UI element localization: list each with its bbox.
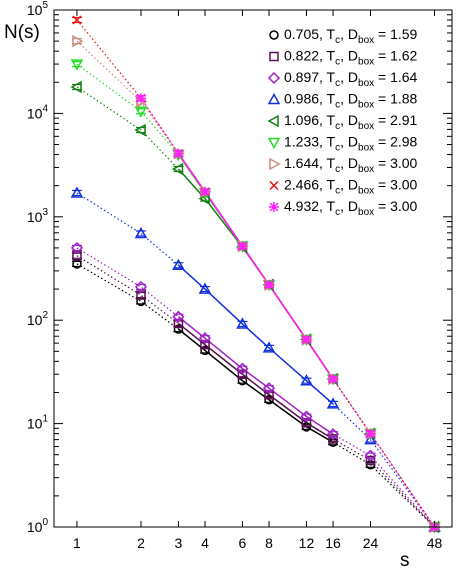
plot-frame bbox=[53, 9, 453, 528]
data-point bbox=[264, 279, 275, 290]
x-tick-label: 48 bbox=[427, 535, 443, 551]
legend-entry: 0.705, Tc, Dbox = 1.59 bbox=[284, 26, 418, 46]
legend-marker bbox=[269, 202, 279, 212]
data-point bbox=[301, 334, 312, 345]
x-tick-label: 16 bbox=[325, 535, 341, 551]
legend-marker bbox=[269, 30, 279, 40]
series-line-dotted bbox=[76, 86, 436, 528]
data-point bbox=[262, 382, 276, 395]
y-tick-label: 105 bbox=[27, 0, 49, 18]
x-tick-label: 12 bbox=[299, 535, 315, 551]
data-point bbox=[300, 374, 313, 386]
data-point bbox=[172, 310, 185, 323]
legend-entry: 1.233, Tc, Dbox = 2.98 bbox=[284, 134, 418, 154]
plot-markers bbox=[70, 15, 442, 534]
series-line-dotted bbox=[76, 247, 435, 528]
legend-marker bbox=[267, 114, 279, 128]
legend-marker bbox=[267, 71, 281, 85]
data-point bbox=[70, 186, 84, 198]
legend-entry: 2.466, Tc, Dbox = 3.00 bbox=[284, 177, 418, 197]
y-tick-label: 104 bbox=[27, 103, 49, 121]
legend-entry: 1.644, Tc, Dbox = 3.00 bbox=[284, 155, 418, 175]
data-point bbox=[198, 332, 212, 345]
legend-marker bbox=[269, 180, 279, 191]
y-tick-label: 100 bbox=[27, 517, 49, 535]
data-point bbox=[72, 251, 82, 261]
data-point bbox=[300, 410, 313, 423]
series-line-dotted bbox=[76, 263, 435, 528]
x-tick-label: 4 bbox=[201, 535, 209, 551]
x-tick-label: 8 bbox=[265, 535, 273, 551]
y-tick-label: 101 bbox=[27, 414, 49, 432]
data-point bbox=[326, 397, 340, 409]
data-point bbox=[326, 428, 340, 441]
legend-entry: 0.822, Tc, Dbox = 1.62 bbox=[284, 48, 418, 68]
data-point bbox=[328, 373, 339, 384]
series-line-dotted bbox=[140, 97, 436, 528]
data-point bbox=[365, 455, 376, 466]
data-point bbox=[134, 280, 148, 293]
y-tick-label: 103 bbox=[27, 207, 49, 225]
x-tick-label: 6 bbox=[239, 535, 247, 551]
x-tick-label: 2 bbox=[137, 535, 145, 551]
legend-entry: 1.096, Tc, Dbox = 2.91 bbox=[284, 112, 418, 132]
legend-marker bbox=[269, 51, 279, 62]
data-point bbox=[198, 282, 212, 294]
y-axis-label: N(s) bbox=[4, 22, 40, 43]
x-axis-label: s bbox=[400, 550, 410, 571]
data-point bbox=[237, 369, 248, 380]
x-tick-label: 24 bbox=[363, 535, 379, 551]
legend-marker bbox=[267, 92, 281, 105]
data-point bbox=[173, 324, 184, 334]
data-point bbox=[134, 106, 148, 118]
x-tick-label: 3 bbox=[175, 535, 183, 551]
data-point bbox=[264, 395, 274, 405]
data-point bbox=[172, 258, 185, 270]
series-line-dotted bbox=[76, 192, 436, 528]
y-tick-label: 102 bbox=[27, 310, 49, 328]
data-point bbox=[236, 317, 249, 329]
legend-entry: 4.932, Tc, Dbox = 3.00 bbox=[284, 198, 418, 218]
x-axis: 1 2 3 4 6 8 12 16 24 48 bbox=[73, 10, 443, 551]
data-point bbox=[199, 186, 210, 197]
legend-marker bbox=[267, 137, 281, 150]
data-point bbox=[262, 341, 276, 353]
data-point bbox=[72, 34, 84, 48]
data-point bbox=[134, 123, 146, 137]
legend-entry: 0.897, Tc, Dbox = 1.64 bbox=[284, 69, 418, 89]
data-point bbox=[365, 428, 376, 439]
data-point bbox=[236, 362, 249, 375]
data-point bbox=[135, 93, 146, 104]
data-point bbox=[364, 449, 377, 462]
legend-entry: 0.986, Tc, Dbox = 1.88 bbox=[284, 91, 418, 111]
legend-marker bbox=[269, 157, 281, 171]
series-line-dotted bbox=[76, 255, 435, 528]
data-point bbox=[200, 345, 210, 356]
data-point bbox=[72, 15, 82, 25]
x-tick-label: 1 bbox=[73, 535, 81, 551]
data-point bbox=[171, 162, 184, 176]
data-point bbox=[328, 434, 338, 444]
data-point bbox=[70, 59, 84, 71]
series-line-fit bbox=[177, 153, 334, 380]
data-point bbox=[134, 226, 148, 239]
data-point bbox=[70, 241, 84, 254]
data-point bbox=[237, 241, 248, 252]
data-point bbox=[364, 433, 377, 445]
legend: 0.705, Tc, Dbox = 1.590.822, Tc, Dbox = … bbox=[267, 26, 418, 218]
data-point bbox=[173, 148, 184, 159]
y-axis: 100 101 102 103 104 105 bbox=[27, 0, 452, 535]
data-point bbox=[70, 80, 82, 94]
